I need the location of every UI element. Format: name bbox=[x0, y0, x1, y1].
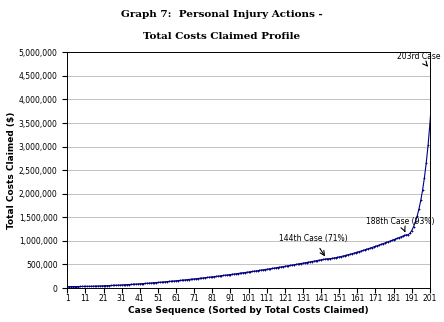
Text: 188th Case (93%): 188th Case (93%) bbox=[366, 217, 435, 232]
Text: Total Costs Claimed Profile: Total Costs Claimed Profile bbox=[143, 32, 301, 41]
Y-axis label: Total Costs Claimed ($): Total Costs Claimed ($) bbox=[7, 111, 16, 229]
Text: Graph 7:  Personal Injury Actions -: Graph 7: Personal Injury Actions - bbox=[121, 10, 323, 19]
Text: 144th Case (71%): 144th Case (71%) bbox=[279, 234, 348, 255]
X-axis label: Case Sequence (Sorted by Total Costs Claimed): Case Sequence (Sorted by Total Costs Cla… bbox=[128, 306, 369, 315]
Text: 203rd Case: 203rd Case bbox=[397, 52, 441, 66]
